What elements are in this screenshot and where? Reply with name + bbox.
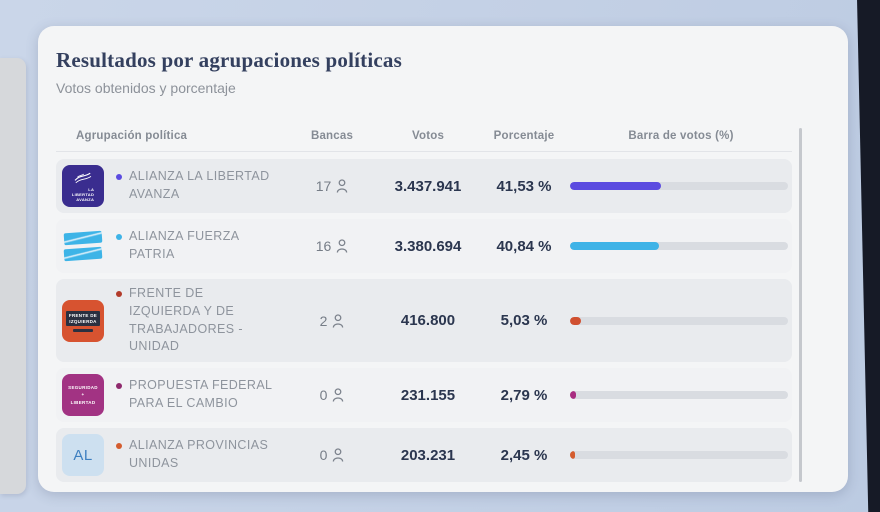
percent-value: 40,84 % <box>496 237 552 255</box>
votes-value: 231.155 <box>400 386 456 404</box>
votes-value: 3.380.694 <box>394 237 462 255</box>
vote-bar-fill <box>570 182 661 190</box>
vote-bar-track <box>570 451 788 459</box>
vote-bar-track <box>570 316 788 325</box>
votes-value: 416.800 <box>400 312 456 329</box>
vote-bar-fill <box>570 391 577 399</box>
party-logo: LA LIBERTAD AVANZA <box>62 165 104 207</box>
percent-value: 2,79 % <box>500 386 548 404</box>
vote-bar-fill <box>570 242 660 250</box>
vote-bar <box>570 451 792 459</box>
party-logo: AL <box>62 434 104 476</box>
results-table-body: LA LIBERTAD AVANZA ALIANZA LA LIBERTAD AVA… <box>56 159 792 482</box>
party-logo-text: LA LIBERTAD AVANZA <box>72 187 94 203</box>
percent-value: 2,45 % <box>500 446 548 464</box>
vote-bar <box>570 316 792 325</box>
vertical-scrollbar[interactable] <box>799 128 802 482</box>
party-name: ALIANZA FUERZA PATRIA <box>129 229 240 261</box>
person-icon <box>337 179 348 193</box>
party-logo: SEGURIDAD + LIBERTAD <box>62 374 104 416</box>
seats-value: 2 <box>319 312 328 329</box>
percent-value: 5,03 % <box>500 312 548 329</box>
party-row[interactable]: LA LIBERTAD AVANZA ALIANZA LA LIBERTAD AVA… <box>56 159 792 213</box>
page-title: Resultados por agrupaciones políticas <box>56 48 402 72</box>
party-name: PROPUESTA FEDERAL PARA EL CAMBIO <box>129 378 273 410</box>
party-logo-text-line: LIBERTAD <box>70 399 96 405</box>
party-color-bullet <box>116 234 122 241</box>
party-logo-text-line: SEGURIDAD <box>68 385 98 391</box>
party-logo-text-line: + <box>81 392 85 398</box>
percent-value: 41,53 % <box>496 177 552 195</box>
party-name: ALIANZA PROVINCIAS UNIDAS <box>129 438 269 470</box>
party-row[interactable]: AL ALIANZA PROVINCIAS UNIDAS 0 203.231 2… <box>56 428 792 482</box>
page-subtitle: Votos obtenidos y porcentaje <box>56 80 236 96</box>
party-name-cell: ALIANZA LA LIBERTAD AVANZA <box>116 168 286 204</box>
party-color-bullet <box>116 291 122 297</box>
votes-value: 203.231 <box>400 446 456 464</box>
vote-bar-track <box>570 182 788 190</box>
party-name: FRENTE DE IZQUIERDA Y DE TRABAJADORES - … <box>129 286 243 354</box>
column-header-seats: Bancas <box>310 130 354 142</box>
vote-bar-fill <box>570 451 576 459</box>
party-row[interactable]: FRENTE DE IZQUIERDA FRENTE DE IZQUIERDA Y… <box>56 279 792 362</box>
party-name: ALIANZA LA LIBERTAD AVANZA <box>129 169 270 201</box>
party-logo <box>62 225 104 267</box>
party-name-cell: ALIANZA PROVINCIAS UNIDAS <box>116 437 286 473</box>
party-color-bullet <box>116 174 122 181</box>
vote-bar-track <box>570 242 788 250</box>
party-logo-band: FRENTE DE IZQUIERDA <box>65 310 101 327</box>
vote-bar-fill <box>570 316 581 325</box>
vote-bar <box>570 182 792 190</box>
column-header-percent: Porcentaje <box>493 130 555 142</box>
column-header-party: Agrupación política <box>76 130 188 142</box>
party-row[interactable]: SEGURIDAD + LIBERTAD PROPUESTA FEDERAL PAR… <box>56 368 792 422</box>
seats-cell: 0 <box>286 447 378 463</box>
party-name-cell: ALIANZA FUERZA PATRIA <box>116 228 286 264</box>
results-card: Resultados por agrupaciones políticas Vo… <box>38 26 848 492</box>
party-logo-text-line: LA <box>88 186 95 192</box>
vote-bar <box>570 391 792 399</box>
party-logo-bird-icon <box>74 172 92 183</box>
party-color-bullet <box>116 383 122 390</box>
monitor-bezel <box>857 0 880 512</box>
party-name-cell: PROPUESTA FEDERAL PARA EL CAMBIO <box>116 377 286 413</box>
party-logo-strip <box>73 329 93 333</box>
party-name-cell: FRENTE DE IZQUIERDA Y DE TRABAJADORES - … <box>116 285 286 356</box>
seats-value: 16 <box>315 238 332 254</box>
party-logo-text-line: FRENTE DE <box>68 312 98 318</box>
seats-value: 17 <box>315 178 332 194</box>
party-logo: FRENTE DE IZQUIERDA <box>62 299 104 342</box>
party-logo-text-line: LIBERTAD <box>71 191 95 197</box>
party-logo-text-line: IZQUIERDA <box>69 318 97 324</box>
vote-bar-track <box>570 391 788 399</box>
column-header-bar: Barra de votos (%) <box>628 130 734 142</box>
party-row[interactable]: ALIANZA FUERZA PATRIA 16 3.380.694 40,84… <box>56 219 792 273</box>
seats-cell: 17 <box>286 178 378 194</box>
party-color-bullet <box>116 443 122 450</box>
seats-value: 0 <box>319 447 328 463</box>
person-icon <box>333 388 344 402</box>
flag-icon <box>63 246 103 262</box>
seats-cell: 2 <box>286 313 378 329</box>
vote-bar <box>570 242 792 250</box>
votes-value: 3.437.941 <box>394 177 462 195</box>
flag-icon <box>63 230 103 246</box>
column-header-votes: Votos <box>411 130 445 142</box>
seats-cell: 16 <box>286 238 378 254</box>
person-icon <box>333 448 344 462</box>
seats-value: 0 <box>319 387 328 403</box>
party-logo-text-line: AVANZA <box>76 197 95 203</box>
party-logo-text: AL <box>73 446 93 464</box>
person-icon <box>333 313 344 328</box>
person-icon <box>337 239 348 253</box>
seats-cell: 0 <box>286 387 378 403</box>
table-header: Agrupación política Bancas Votos Porcent… <box>56 130 792 152</box>
background-card-left <box>0 58 26 494</box>
